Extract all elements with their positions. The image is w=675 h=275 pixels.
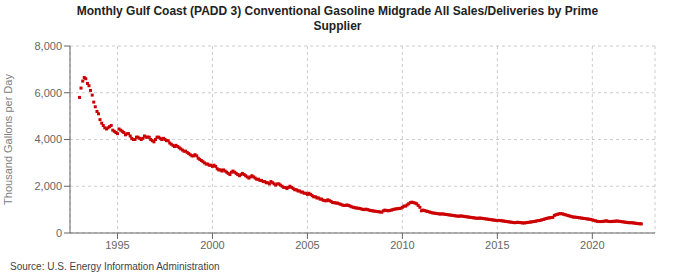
svg-text:Thousand Gallons per Day: Thousand Gallons per Day — [8, 74, 14, 205]
svg-text:6,000: 6,000 — [34, 87, 62, 99]
svg-text:2020: 2020 — [580, 239, 604, 251]
svg-text:0: 0 — [56, 227, 62, 239]
svg-text:2010: 2010 — [390, 239, 414, 251]
svg-text:8,000: 8,000 — [34, 40, 62, 52]
svg-text:2005: 2005 — [295, 239, 319, 251]
svg-text:2,000: 2,000 — [34, 180, 62, 192]
svg-text:2015: 2015 — [485, 239, 509, 251]
html-text:Source: U.S. Energy Informatio: Source: U.S. Energy Information Administ… — [10, 261, 220, 272]
svg-text:1995: 1995 — [105, 239, 129, 251]
svg-text:4,000: 4,000 — [34, 133, 62, 145]
html-text:Monthly Gulf Coast (PADD 3) Co: Monthly Gulf Coast (PADD 3) Conventional… — [76, 4, 599, 33]
svg-text:2000: 2000 — [200, 239, 224, 251]
